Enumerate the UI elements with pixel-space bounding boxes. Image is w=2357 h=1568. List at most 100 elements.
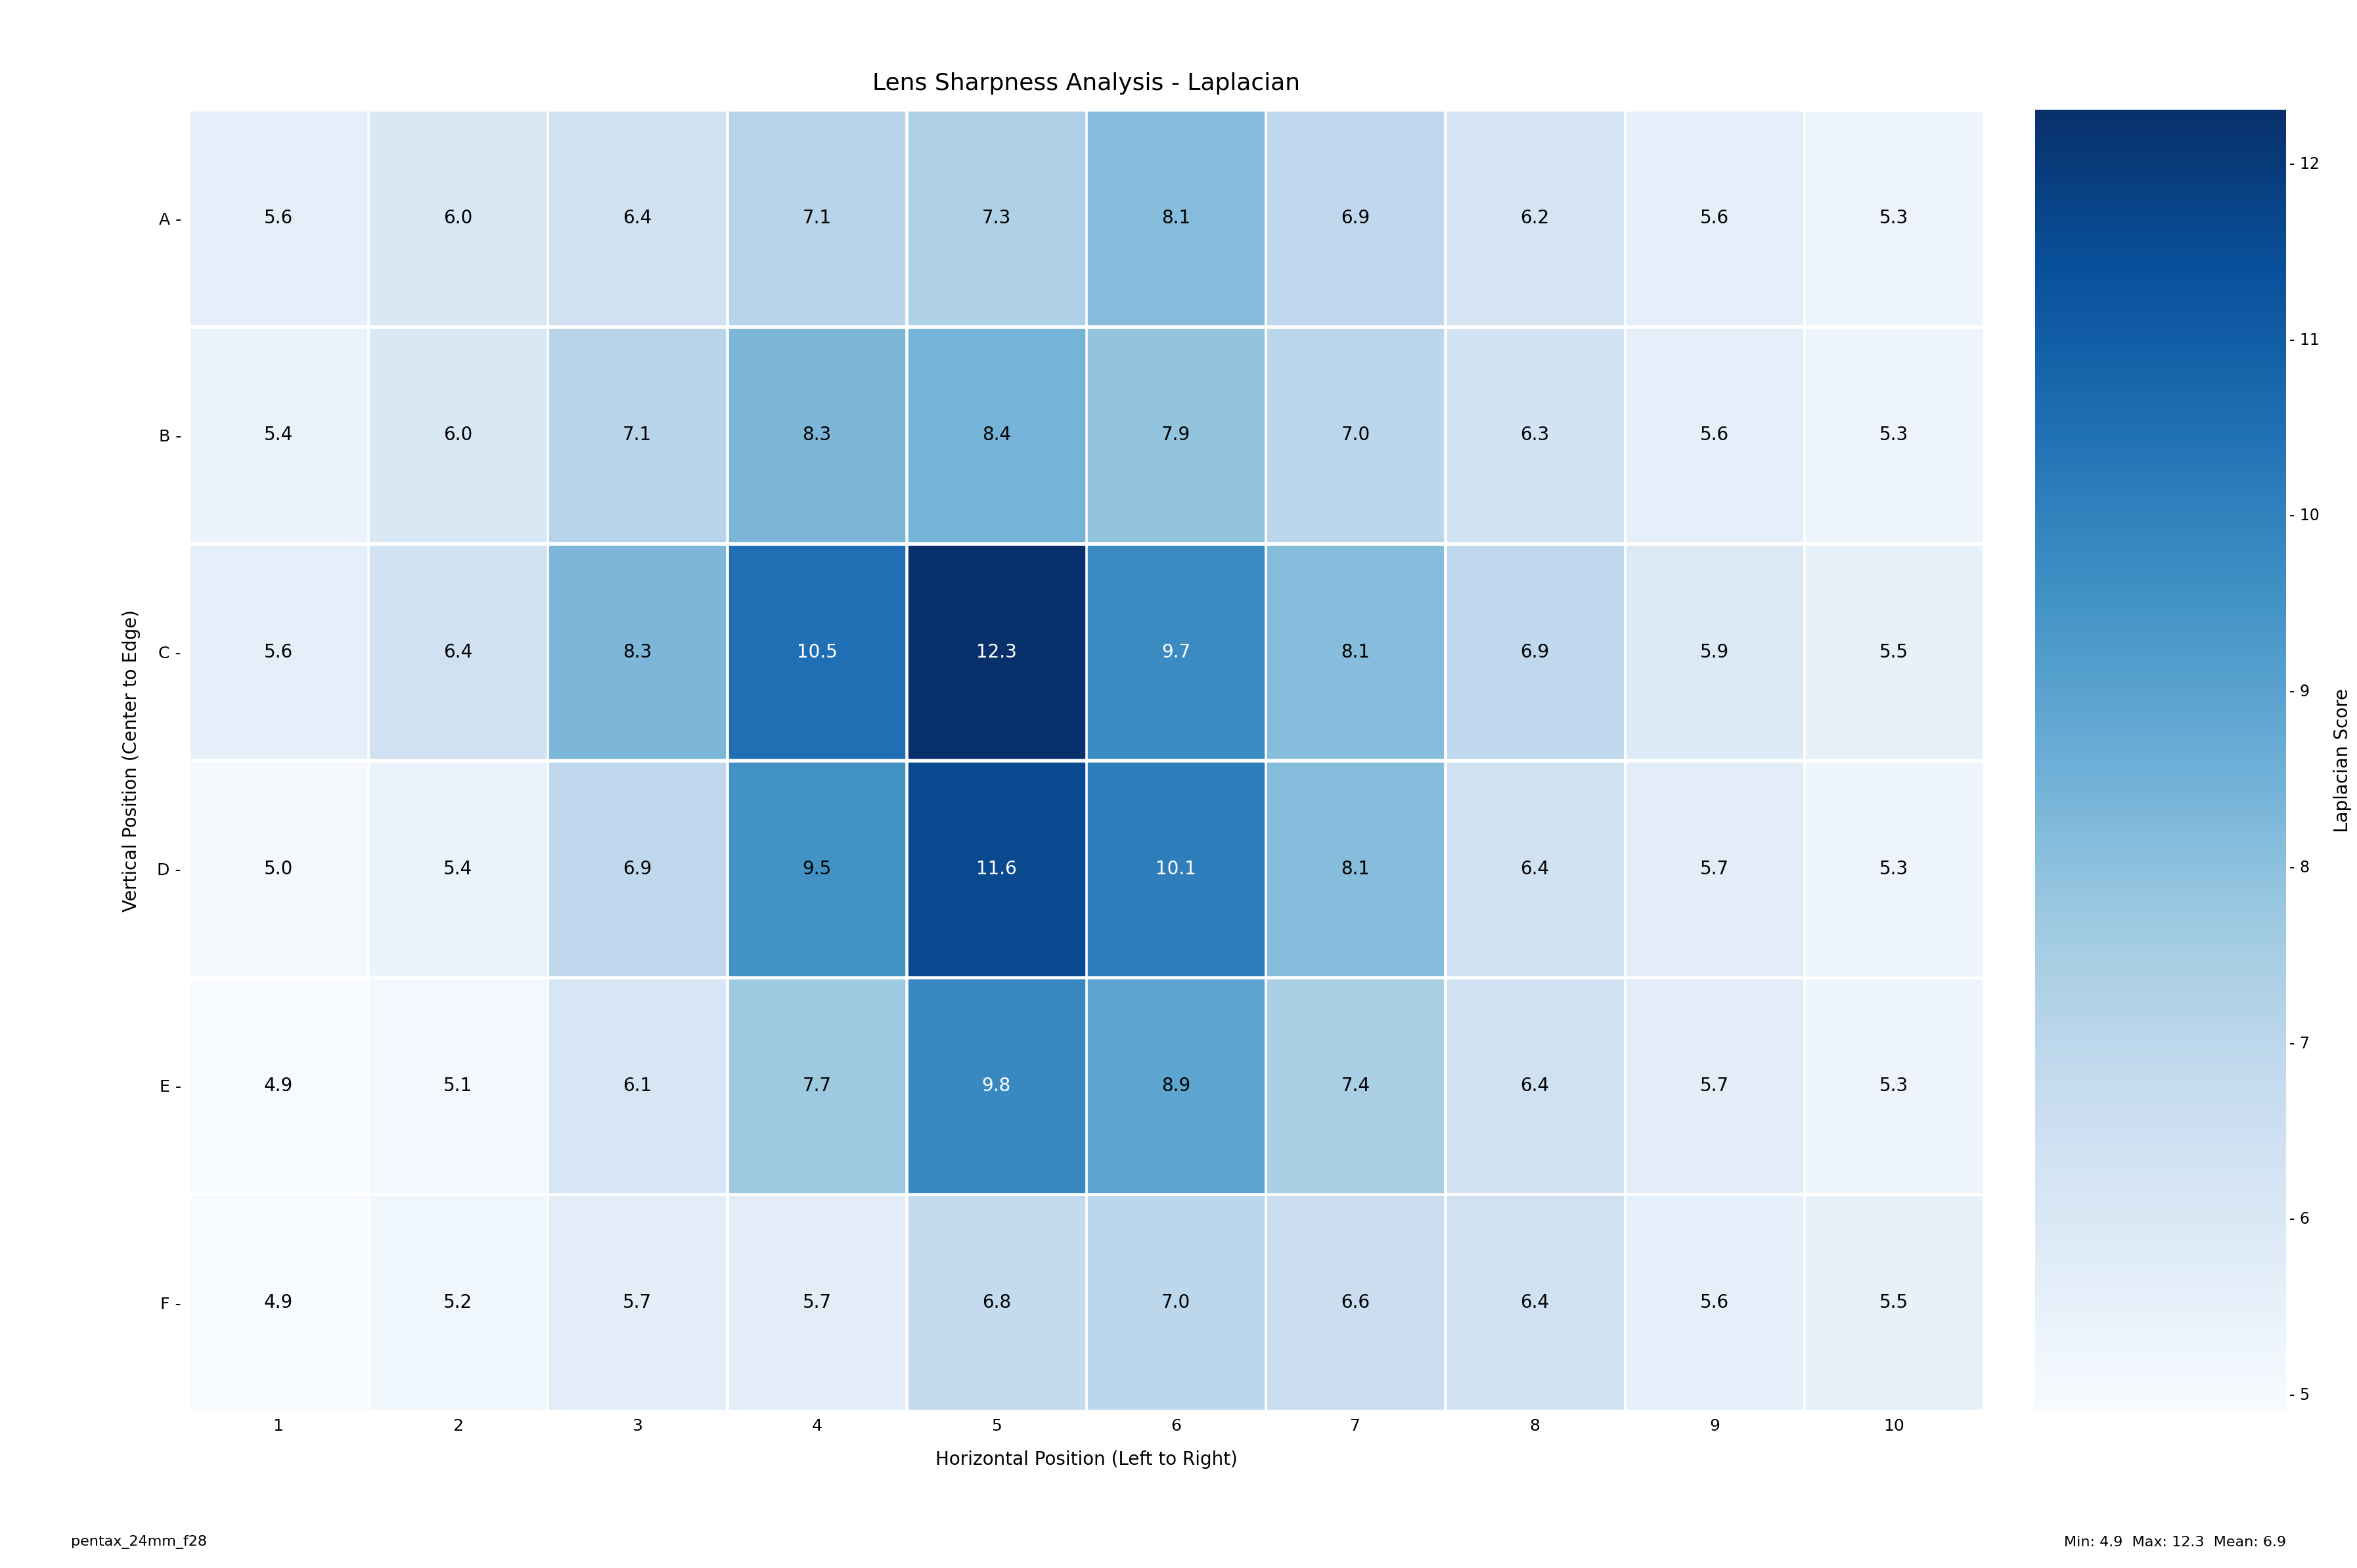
Text: 5.7: 5.7 [1699,1077,1730,1094]
Text: 5.7: 5.7 [1699,859,1730,878]
Text: 5.3: 5.3 [1879,426,1909,444]
Text: 7.9: 7.9 [1162,426,1190,444]
Bar [191,762,365,975]
Text: 8.3: 8.3 [801,426,832,444]
Bar [1447,111,1624,325]
Bar [191,329,365,541]
Bar [549,329,726,541]
Bar [1447,329,1624,541]
Text: 5.4: 5.4 [443,859,471,878]
Bar [1089,111,1263,325]
Bar [1268,762,1442,975]
Bar [728,762,905,975]
Text: 6.1: 6.1 [622,1077,653,1094]
Text: 6.4: 6.4 [1520,1294,1549,1312]
Text: Min: 4.9  Max: 12.3  Mean: 6.9: Min: 4.9 Max: 12.3 Mean: 6.9 [2065,1537,2286,1549]
Bar [1626,1196,1803,1410]
Text: 5.5: 5.5 [1879,643,1909,662]
Bar [191,980,365,1192]
Text: 6.3: 6.3 [1520,426,1549,444]
Text: 6.4: 6.4 [622,209,653,227]
Bar [1447,1196,1624,1410]
Bar [907,329,1084,541]
Bar [728,980,905,1192]
Text: 10.1: 10.1 [1155,859,1197,878]
Bar [1805,546,1982,759]
Bar [1805,111,1982,325]
Bar [1447,980,1624,1192]
Text: 8.3: 8.3 [622,643,653,662]
Text: 5.0: 5.0 [264,859,292,878]
Bar [1089,546,1263,759]
Text: 6.6: 6.6 [1341,1294,1369,1312]
Text: 6.8: 6.8 [983,1294,1011,1312]
Bar [1089,329,1263,541]
Bar [370,329,547,541]
Bar [1805,1196,1982,1410]
Bar [1626,546,1803,759]
Title: Lens Sharpness Analysis - Laplacian: Lens Sharpness Analysis - Laplacian [872,72,1301,94]
Bar [907,980,1084,1192]
Bar [1626,762,1803,975]
Text: 4.9: 4.9 [264,1294,292,1312]
Text: pentax_24mm_f28: pentax_24mm_f28 [71,1535,207,1549]
Text: 6.0: 6.0 [443,209,471,227]
Text: 5.6: 5.6 [1699,426,1730,444]
Text: 5.7: 5.7 [622,1294,653,1312]
Bar [907,546,1084,759]
Bar [728,546,905,759]
Text: 9.7: 9.7 [1162,643,1190,662]
Bar [1805,762,1982,975]
Bar [1626,980,1803,1192]
Bar [728,111,905,325]
Bar [1268,111,1442,325]
Text: 7.1: 7.1 [622,426,653,444]
Bar [549,546,726,759]
Text: 5.9: 5.9 [1699,643,1730,662]
Text: 4.9: 4.9 [264,1077,292,1094]
Text: 5.5: 5.5 [1879,1294,1909,1312]
Bar [1268,980,1442,1192]
Text: 5.2: 5.2 [443,1294,471,1312]
Bar [549,980,726,1192]
Text: 8.1: 8.1 [1341,859,1369,878]
Y-axis label: Laplacian Score: Laplacian Score [2333,688,2352,833]
Text: 9.8: 9.8 [983,1077,1011,1094]
Text: 5.6: 5.6 [1699,1294,1730,1312]
Text: 7.0: 7.0 [1162,1294,1190,1312]
Bar [370,1196,547,1410]
Bar [907,1196,1084,1410]
Y-axis label: Vertical Position (Center to Edge): Vertical Position (Center to Edge) [123,610,141,911]
Bar [549,1196,726,1410]
Bar [1447,546,1624,759]
Bar [191,111,365,325]
Text: 8.1: 8.1 [1162,209,1190,227]
Text: 7.3: 7.3 [983,209,1011,227]
Bar [1805,329,1982,541]
Text: 7.1: 7.1 [801,209,832,227]
Bar [549,762,726,975]
Text: 7.0: 7.0 [1341,426,1369,444]
Text: 5.3: 5.3 [1879,859,1909,878]
Text: 5.6: 5.6 [264,643,292,662]
Text: 6.0: 6.0 [443,426,471,444]
Bar [907,111,1084,325]
Bar [1805,980,1982,1192]
Text: 8.4: 8.4 [983,426,1011,444]
Text: 12.3: 12.3 [976,643,1016,662]
Bar [1089,762,1263,975]
Bar [549,111,726,325]
Text: 5.7: 5.7 [801,1294,832,1312]
Text: 5.1: 5.1 [443,1077,471,1094]
Bar [191,546,365,759]
Bar [1626,329,1803,541]
Text: 6.4: 6.4 [1520,1077,1549,1094]
Text: 5.3: 5.3 [1879,1077,1909,1094]
Bar [370,546,547,759]
Bar [191,1196,365,1410]
Text: 5.6: 5.6 [1699,209,1730,227]
Text: 6.4: 6.4 [1520,859,1549,878]
Text: 5.4: 5.4 [264,426,292,444]
Text: 9.5: 9.5 [801,859,832,878]
Bar [1626,111,1803,325]
